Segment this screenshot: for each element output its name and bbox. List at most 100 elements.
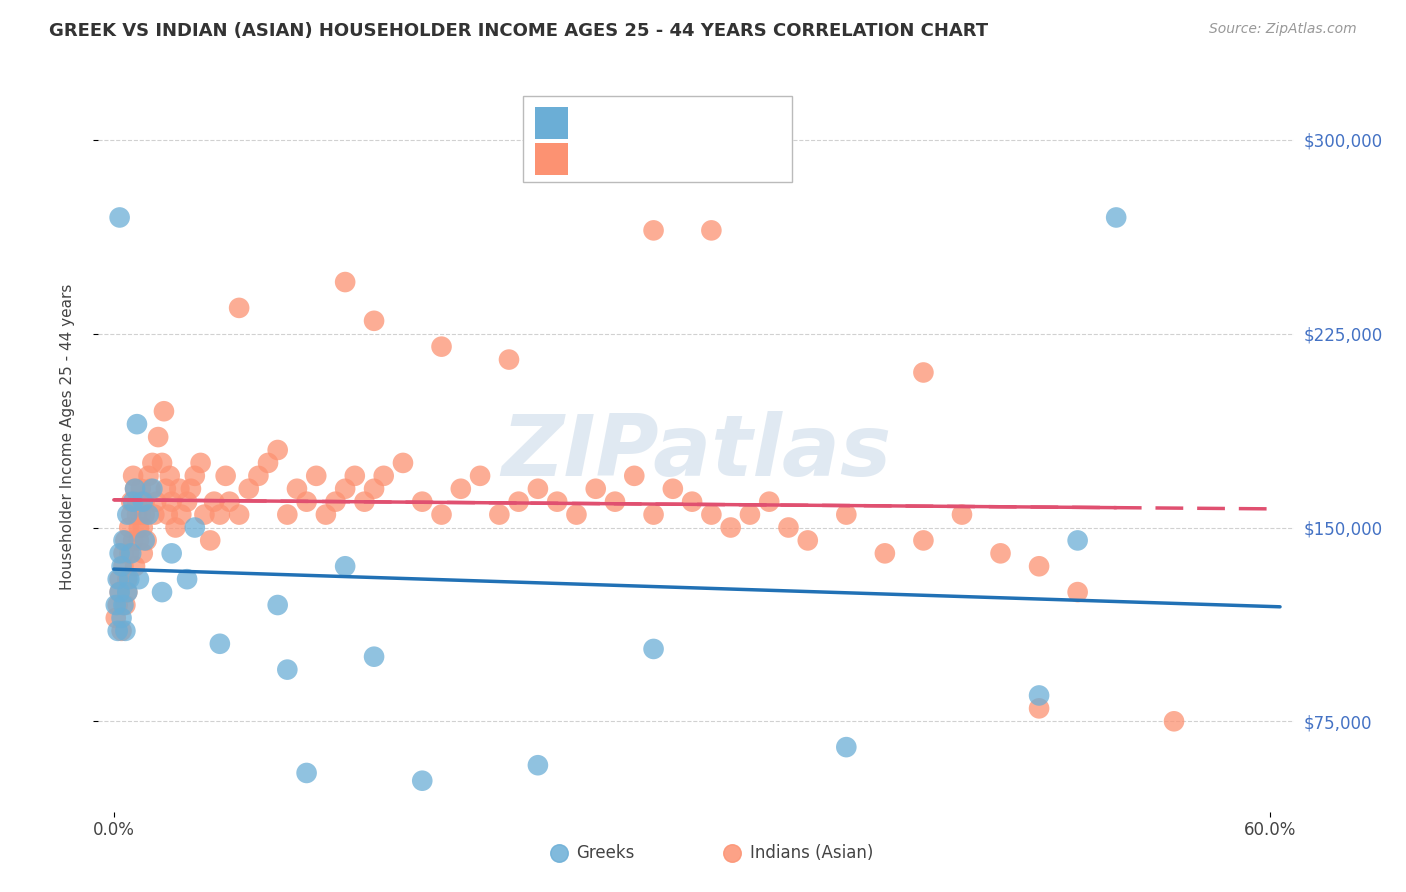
Point xyxy=(132,520,155,534)
Point xyxy=(120,508,142,522)
Point xyxy=(122,533,145,548)
Point xyxy=(117,572,139,586)
Point xyxy=(392,456,415,470)
Point xyxy=(950,508,973,522)
Point xyxy=(104,598,127,612)
Point xyxy=(1105,211,1128,225)
Point xyxy=(295,766,318,780)
Point xyxy=(450,482,472,496)
Point xyxy=(373,468,395,483)
Point xyxy=(758,494,780,508)
Point xyxy=(363,649,385,664)
Point xyxy=(129,508,152,522)
Text: R =: R = xyxy=(582,112,621,129)
Point xyxy=(1028,689,1050,703)
Point xyxy=(285,482,308,496)
Text: R =: R = xyxy=(582,147,621,165)
Point xyxy=(643,223,665,237)
Bar xyxy=(534,144,568,175)
Point xyxy=(138,468,160,483)
Point xyxy=(107,624,129,638)
Y-axis label: Householder Income Ages 25 - 44 years: Householder Income Ages 25 - 44 years xyxy=(60,284,75,591)
Point xyxy=(124,482,146,496)
Point xyxy=(835,740,858,755)
Text: Source: ZipAtlas.com: Source: ZipAtlas.com xyxy=(1209,22,1357,37)
Point xyxy=(238,482,260,496)
Point xyxy=(169,482,191,496)
Point xyxy=(148,430,170,444)
Point xyxy=(990,546,1012,560)
Point xyxy=(112,559,135,574)
Point xyxy=(325,494,347,508)
Point xyxy=(912,533,935,548)
Point xyxy=(114,624,136,638)
Point xyxy=(108,585,131,599)
Text: Greeks: Greeks xyxy=(576,844,636,862)
Point xyxy=(527,482,550,496)
Point xyxy=(112,546,135,560)
Point xyxy=(117,508,139,522)
Point xyxy=(1066,585,1088,599)
Point xyxy=(141,456,163,470)
Point xyxy=(681,494,703,508)
Point xyxy=(104,611,127,625)
Point xyxy=(156,508,179,522)
Point xyxy=(778,520,800,534)
Point xyxy=(565,508,588,522)
Point xyxy=(117,585,139,599)
FancyBboxPatch shape xyxy=(523,96,792,182)
Point xyxy=(508,494,530,508)
Point xyxy=(128,520,150,534)
Point xyxy=(118,520,141,534)
Point xyxy=(108,572,131,586)
Point xyxy=(228,508,250,522)
Point xyxy=(112,598,135,612)
Point xyxy=(430,508,453,522)
Point xyxy=(1028,701,1050,715)
Point xyxy=(128,572,150,586)
Point xyxy=(114,598,136,612)
Point xyxy=(623,468,645,483)
Point xyxy=(150,456,173,470)
Point xyxy=(124,559,146,574)
Point xyxy=(120,494,142,508)
Point xyxy=(700,508,723,522)
Point xyxy=(176,494,198,508)
Point xyxy=(363,482,385,496)
Point xyxy=(738,508,761,522)
Point xyxy=(132,546,155,560)
Point xyxy=(160,494,183,508)
Point xyxy=(138,508,160,522)
Point xyxy=(143,508,166,522)
Point xyxy=(112,533,135,548)
Point xyxy=(108,546,131,560)
Point xyxy=(193,508,215,522)
Point xyxy=(200,533,222,548)
Point xyxy=(295,494,318,508)
Point xyxy=(720,520,742,534)
Point xyxy=(118,572,141,586)
Text: 40: 40 xyxy=(744,112,769,129)
Point xyxy=(430,340,453,354)
Point xyxy=(873,546,896,560)
Point xyxy=(643,642,665,657)
Point xyxy=(107,598,129,612)
Point xyxy=(139,482,162,496)
Point xyxy=(159,468,181,483)
Point xyxy=(165,520,187,534)
Point xyxy=(108,211,131,225)
Point xyxy=(134,533,156,548)
Text: Indians (Asian): Indians (Asian) xyxy=(749,844,873,862)
Point xyxy=(1028,559,1050,574)
Point xyxy=(202,494,225,508)
Point xyxy=(343,468,366,483)
Point xyxy=(585,482,607,496)
Point xyxy=(155,482,177,496)
Point xyxy=(117,585,139,599)
Point xyxy=(118,546,141,560)
Point xyxy=(107,572,129,586)
Point xyxy=(129,482,152,496)
Point xyxy=(267,442,290,457)
Point xyxy=(110,624,132,638)
Point xyxy=(1066,533,1088,548)
